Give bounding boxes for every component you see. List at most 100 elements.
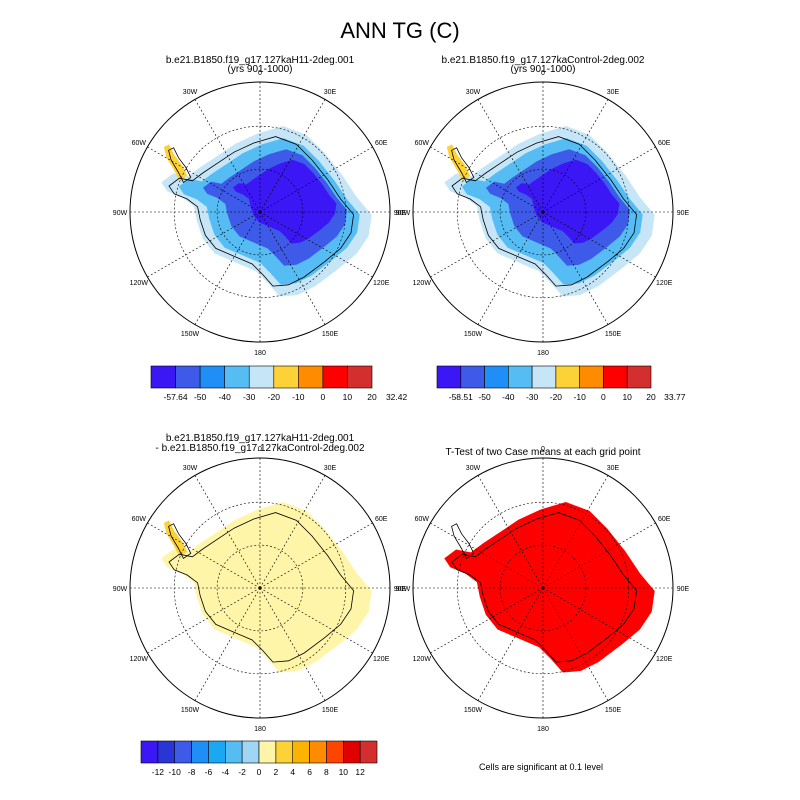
longitude-label: 30W [183,89,198,96]
colorbar-2: -58.51 -50 -40 -30 -20 -10 0 10 20 33.77 [436,365,686,402]
colorbar-swatch [150,365,176,389]
longitude-label: 90E [677,210,690,217]
colorbar-swatch [603,365,628,389]
colorbar-swatch [292,740,310,764]
colorbar-label: 10 [339,767,349,777]
longitude-label: 30W [466,89,481,96]
longitude-label: 120W [130,656,149,663]
longitude-label: 150E [322,331,339,338]
colorbar-label: -58.51 [449,392,473,402]
colorbar-label: -30 [243,392,256,402]
map-panel-3: b.e21.B1850.f19_g17.127kaH11-2deg.001- b… [113,433,407,733]
field-core [233,159,337,244]
panel-title: b.e21.B1850.f19_g17.127kaControl-2deg.00… [442,55,645,66]
colorbar-swatch [531,365,557,389]
colorbar-label: -2 [238,767,246,777]
colorbar-label: -20 [550,392,563,402]
longitude-label: 60E [658,140,671,147]
colorbar-swatch [484,365,509,389]
field-outer [444,502,655,673]
longitude-label: 60W [132,516,147,523]
longitude-label: 120E [373,656,390,663]
colorbar-label: -8 [188,767,196,777]
longitude-label: 30E [324,89,337,96]
panel-title: T-Test of two Case means at each grid po… [445,447,640,458]
colorbar-1: -57.64 -50 -40 -30 -20 -10 0 10 20 32.42 [150,365,408,402]
longitude-label: 150W [464,331,483,338]
longitude-label: 60W [132,140,147,147]
longitude-label: 60E [375,516,388,523]
panel-title: b.e21.B1850.f19_g17.127kaH11-2deg.001 [166,433,355,444]
coastline [451,136,638,287]
longitude-label: 90W [396,210,411,217]
colorbar-swatch [273,365,299,389]
panel-subtitle: (yrs 901-1000) [227,64,292,75]
colorbar-swatch [460,365,485,389]
colorbar-label: 0 [257,767,262,777]
colorbar-label: -10 [169,767,182,777]
coastline-peninsula [451,147,475,183]
colorbar-label: 8 [324,767,329,777]
longitude-label: 120W [413,280,432,287]
longitude-label: 120E [373,280,390,287]
longitude-label: 120E [656,280,673,287]
longitude-label: 150E [322,707,339,714]
colorbar-swatch [579,365,604,389]
colorbar-label: 10 [343,392,353,402]
map-boundary [412,81,674,343]
colorbar-swatch [436,365,462,389]
colorbar-label: -57.64 [164,392,188,402]
longitude-label: 0 [258,70,262,77]
colorbar-swatch [157,740,176,764]
colorbar-label: -4 [222,767,230,777]
longitude-label: 180 [537,726,549,733]
longitude-label: 90E [677,586,690,593]
longitude-label: 0 [541,446,545,453]
colorbar-swatch [326,740,344,764]
colorbar-swatch [248,365,275,389]
colorbar-label: -20 [268,392,281,402]
antarctica-field [161,126,372,297]
graticule [130,82,390,342]
field-outer [161,502,372,673]
colorbar-label: -50 [478,392,491,402]
longitude-label: 60W [415,140,430,147]
longitude-label: 180 [537,350,549,357]
colorbar-swatch [626,365,652,389]
coastline-peninsula [168,147,192,183]
colorbar-swatch [174,740,192,764]
colorbar-swatch [140,740,159,764]
colorbar-swatch [224,365,250,389]
colorbar-label: -40 [502,392,515,402]
colorbar-label: 33.77 [664,392,686,402]
longitude-label: 0 [258,446,262,453]
longitude-label: 90W [396,586,411,593]
colorbar-label: 4 [290,767,295,777]
longitude-label: 90W [113,210,128,217]
map-boundary [412,457,674,719]
longitude-label: 90E [394,586,407,593]
map-panels: b.e21.B1850.f19_g17.127kaH11-2deg.001 (yr… [113,55,690,733]
colorbar-swatch [297,365,324,389]
colorbar-swatch [359,740,378,764]
longitude-label: 120W [413,656,432,663]
longitude-label: 90W [113,586,128,593]
longitude-label: 180 [254,350,266,357]
colorbar-label: 12 [355,767,365,777]
colorbar-3: -12 -10 -8 -6 -4 -2 0 2 4 6 8 10 12 [140,740,378,777]
colorbar-label: -10 [574,392,587,402]
colorbar-swatch [555,365,581,389]
field-core [516,159,620,244]
longitude-label: 30W [183,465,198,472]
colorbar-label: -6 [205,767,213,777]
longitude-label: 150E [605,331,622,338]
colorbar-swatch [275,740,294,764]
panel-subtitle: (yrs 901-1000) [510,64,575,75]
longitude-label: 150W [181,707,200,714]
longitude-label: 0 [541,70,545,77]
longitude-label: 60W [415,516,430,523]
longitude-label: 180 [254,726,266,733]
map-boundary [129,457,391,719]
colorbar-label: 6 [307,767,312,777]
colorbar-label: 20 [646,392,656,402]
